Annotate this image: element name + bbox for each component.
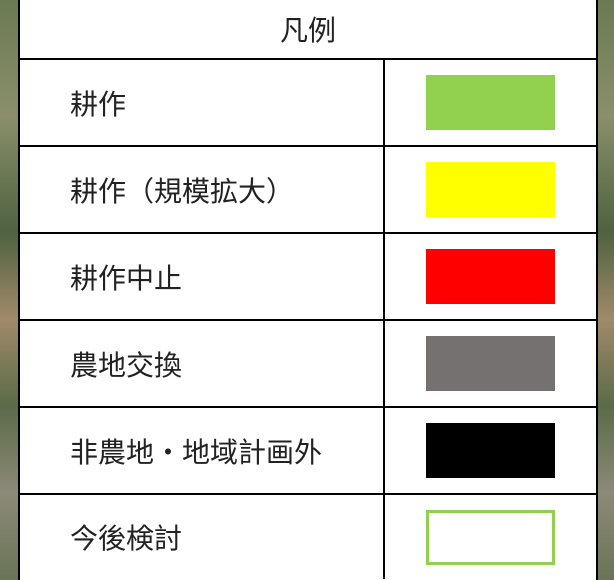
legend-row: 農地交換	[20, 321, 596, 408]
legend-title: 凡例	[20, 0, 596, 60]
legend: 凡例 耕作 耕作（規模拡大） 耕作中止 農地交換 非農地・地域計画外 今後検討	[18, 0, 598, 580]
legend-swatch	[426, 162, 555, 217]
legend-label: 耕作	[20, 60, 385, 145]
swatch-cell	[385, 495, 596, 579]
legend-row: 耕作（規模拡大）	[20, 147, 596, 234]
legend-row: 耕作	[20, 60, 596, 147]
legend-swatch	[426, 249, 555, 304]
legend-swatch	[426, 336, 555, 391]
swatch-cell	[385, 147, 596, 232]
legend-label: 耕作中止	[20, 234, 385, 319]
swatch-cell	[385, 60, 596, 145]
legend-swatch	[426, 423, 555, 478]
legend-label: 耕作（規模拡大）	[20, 147, 385, 232]
legend-label: 今後検討	[20, 495, 385, 579]
legend-label: 非農地・地域計画外	[20, 408, 385, 493]
legend-swatch	[426, 509, 555, 565]
swatch-cell	[385, 321, 596, 406]
legend-row: 耕作中止	[20, 234, 596, 321]
legend-row: 今後検討	[20, 495, 596, 579]
legend-swatch	[426, 75, 555, 130]
swatch-cell	[385, 408, 596, 493]
legend-label: 農地交換	[20, 321, 385, 406]
swatch-cell	[385, 234, 596, 319]
legend-row: 非農地・地域計画外	[20, 408, 596, 495]
